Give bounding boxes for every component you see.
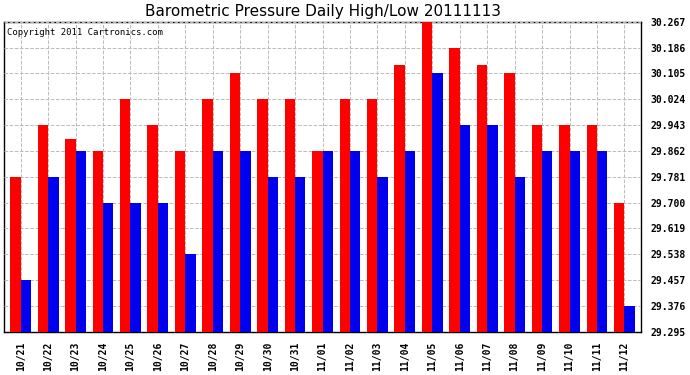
Bar [542,151,553,332]
Bar [350,151,360,332]
Bar [240,151,250,332]
Bar [175,151,186,332]
Bar [202,99,213,332]
Bar [405,151,415,332]
Bar [213,151,223,332]
Bar [230,74,240,332]
Bar [148,125,158,332]
Bar [449,48,460,332]
Bar [268,177,278,332]
Bar [65,139,75,332]
Bar [339,99,350,332]
Bar [422,22,433,332]
Bar [531,125,542,332]
Bar [10,177,21,332]
Bar [120,99,130,332]
Bar [75,151,86,332]
Bar [559,125,569,332]
Bar [569,151,580,332]
Bar [92,151,103,332]
Bar [130,202,141,332]
Bar [487,125,497,332]
Bar [295,177,306,332]
Bar [38,125,48,332]
Bar [377,177,388,332]
Bar [395,65,405,332]
Title: Barometric Pressure Daily High/Low 20111113: Barometric Pressure Daily High/Low 20111… [144,4,500,19]
Bar [322,151,333,332]
Bar [367,99,377,332]
Bar [597,151,607,332]
Text: Copyright 2011 Cartronics.com: Copyright 2011 Cartronics.com [8,28,164,37]
Bar [158,202,168,332]
Bar [504,74,515,332]
Bar [586,125,597,332]
Bar [48,177,59,332]
Bar [312,151,322,332]
Bar [21,280,31,332]
Bar [624,306,635,332]
Bar [103,202,113,332]
Bar [285,99,295,332]
Bar [614,202,624,332]
Bar [460,125,470,332]
Bar [257,99,268,332]
Bar [433,74,443,332]
Bar [515,177,525,332]
Bar [186,254,196,332]
Bar [477,65,487,332]
